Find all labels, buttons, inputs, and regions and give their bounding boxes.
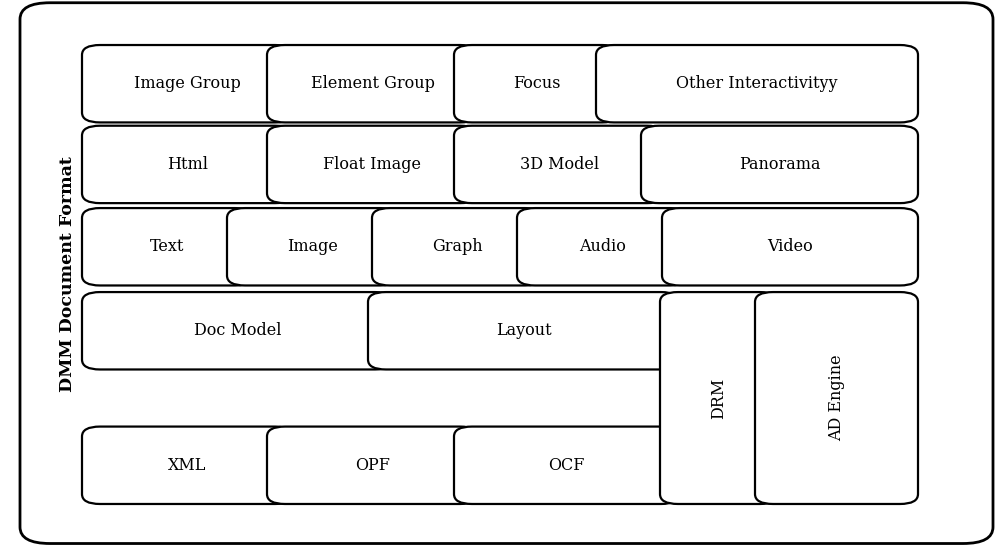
FancyBboxPatch shape <box>660 292 778 504</box>
Text: Float Image: Float Image <box>323 156 421 173</box>
FancyBboxPatch shape <box>454 45 620 122</box>
FancyBboxPatch shape <box>227 208 398 285</box>
Text: 3D Model: 3D Model <box>520 156 599 173</box>
Text: DMM Document Format: DMM Document Format <box>60 156 76 393</box>
Text: OPF: OPF <box>355 457 390 474</box>
FancyBboxPatch shape <box>596 45 918 122</box>
Text: Image Group: Image Group <box>134 75 241 92</box>
FancyBboxPatch shape <box>82 427 293 504</box>
FancyBboxPatch shape <box>82 126 293 203</box>
Text: Text: Text <box>150 238 185 255</box>
FancyBboxPatch shape <box>82 45 293 122</box>
Text: Video: Video <box>767 238 813 255</box>
FancyBboxPatch shape <box>641 126 918 203</box>
FancyBboxPatch shape <box>755 292 918 504</box>
Text: AD Engine: AD Engine <box>828 355 845 441</box>
Text: Image: Image <box>287 238 338 255</box>
FancyBboxPatch shape <box>372 208 543 285</box>
FancyBboxPatch shape <box>454 427 679 504</box>
FancyBboxPatch shape <box>454 126 665 203</box>
Text: Audio: Audio <box>579 238 626 255</box>
FancyBboxPatch shape <box>82 208 253 285</box>
FancyBboxPatch shape <box>368 292 679 369</box>
FancyBboxPatch shape <box>662 208 918 285</box>
FancyBboxPatch shape <box>517 208 688 285</box>
Text: XML: XML <box>168 457 207 474</box>
Text: Element Group: Element Group <box>311 75 434 92</box>
Text: Focus: Focus <box>513 75 561 92</box>
Text: Doc Model: Doc Model <box>194 322 281 339</box>
Text: DRM: DRM <box>711 377 728 419</box>
FancyBboxPatch shape <box>267 126 478 203</box>
FancyBboxPatch shape <box>20 3 993 544</box>
Text: Html: Html <box>167 156 208 173</box>
Text: Panorama: Panorama <box>739 156 820 173</box>
Text: OCF: OCF <box>548 457 585 474</box>
FancyBboxPatch shape <box>267 427 478 504</box>
Text: Layout: Layout <box>496 322 551 339</box>
FancyBboxPatch shape <box>267 45 478 122</box>
Text: Graph: Graph <box>432 238 483 255</box>
Text: Other Interactivityy: Other Interactivityy <box>676 75 838 92</box>
FancyBboxPatch shape <box>82 292 393 369</box>
